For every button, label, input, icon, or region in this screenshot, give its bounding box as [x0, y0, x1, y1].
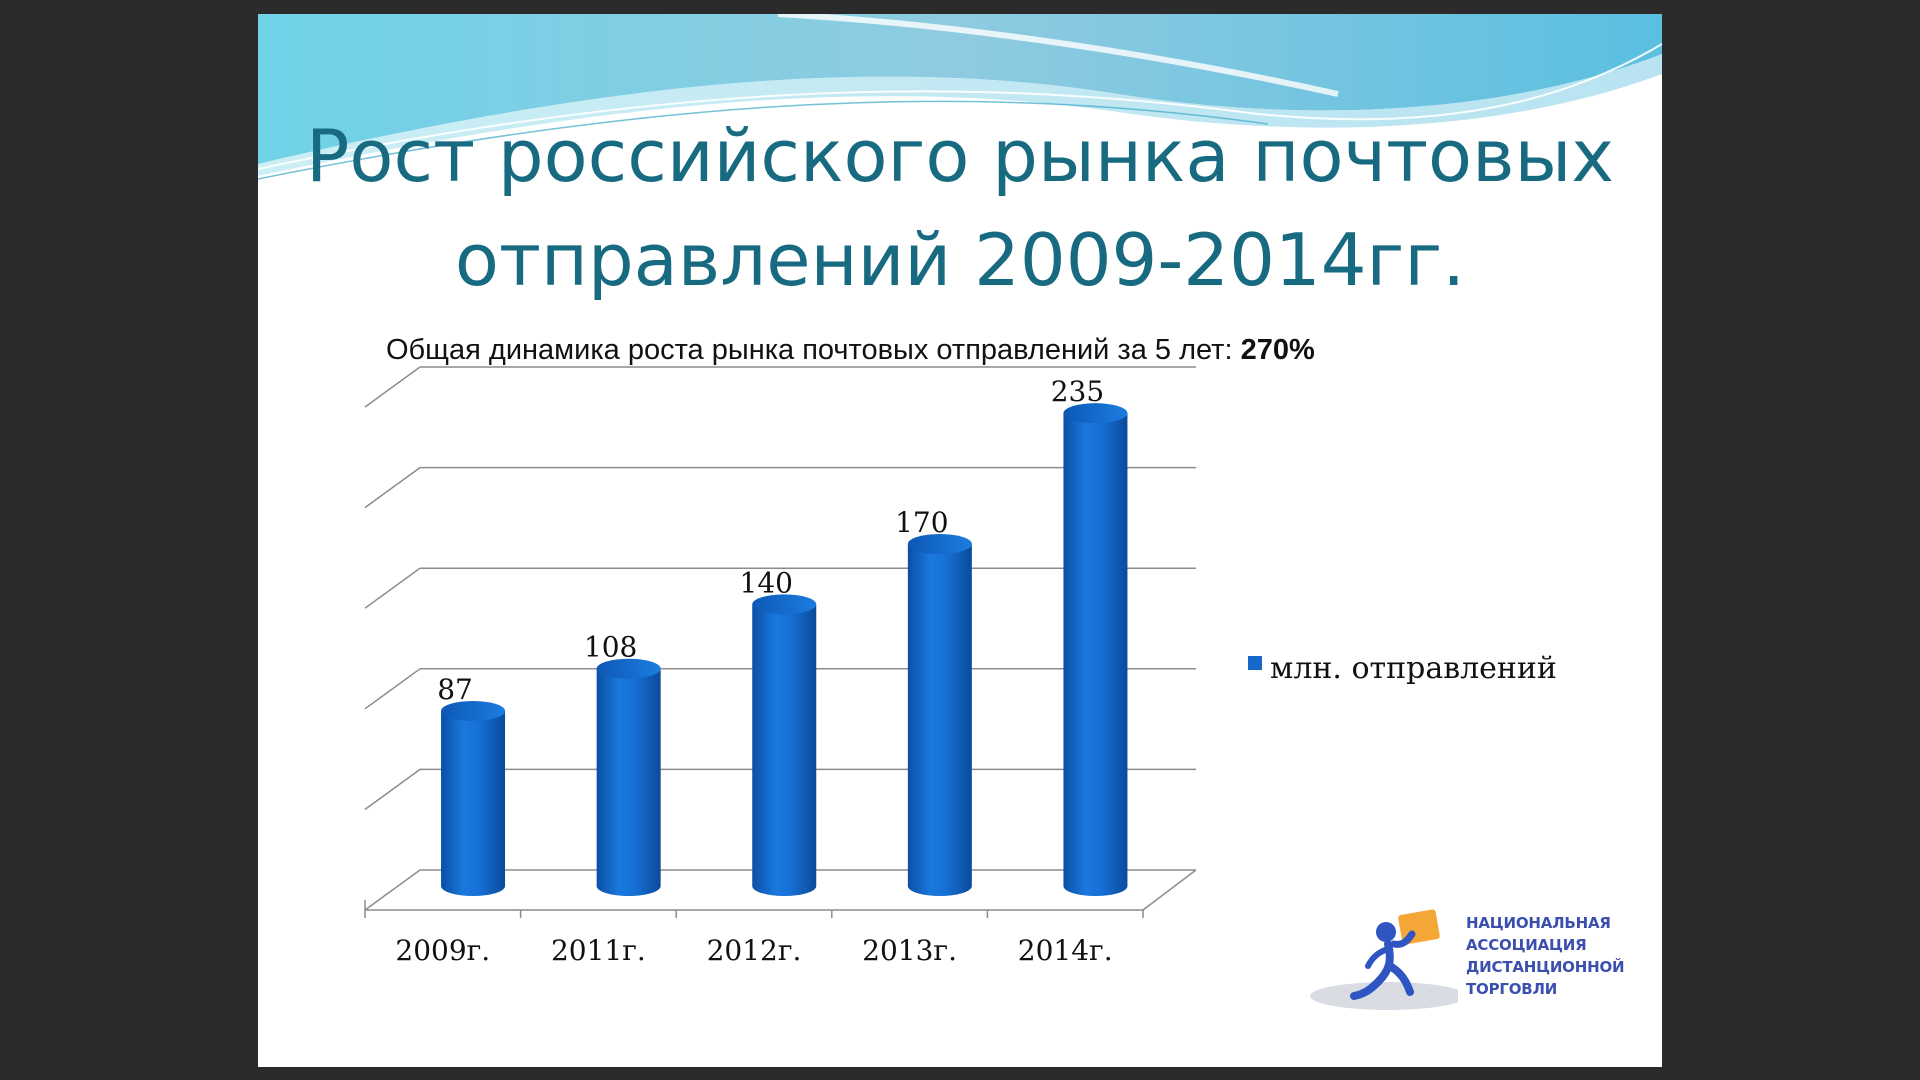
- chart-bars: [441, 403, 1128, 897]
- org-line-4: ТОРГОВЛИ: [1466, 980, 1558, 998]
- data-label: 170: [895, 506, 948, 539]
- bar-body: [596, 668, 661, 897]
- gridline-side: [364, 366, 421, 408]
- wave-decoration: [258, 14, 1662, 180]
- legend-label: млн. отправлений: [1270, 651, 1557, 686]
- legend-swatch: [1248, 655, 1262, 670]
- bar: [1063, 403, 1128, 897]
- bar-cap: [752, 594, 817, 615]
- subtitle-text: Общая динамика роста рынка почтовых отпр…: [386, 334, 1241, 366]
- gridline-side: [364, 668, 421, 710]
- slide: Рост российского рынка почтовых отправле…: [258, 14, 1662, 1067]
- data-label: 87: [437, 673, 473, 706]
- floor-edge: [1142, 869, 1197, 911]
- data-label: 108: [584, 631, 637, 664]
- category-label: 2012г.: [707, 934, 802, 967]
- gridline-side: [364, 466, 421, 509]
- gridline-side: [364, 869, 421, 911]
- org-line-1: НАЦИОНАЛЬНАЯ: [1466, 914, 1611, 932]
- title-line-2: отправлений 2009-2014гг.: [454, 218, 1466, 302]
- gridline-side: [364, 567, 421, 609]
- bar-cap: [907, 533, 972, 554]
- organization-name: НАЦИОНАЛЬНАЯ АССОЦИАЦИЯ ДИСТАНЦИОННОЙ ТО…: [1466, 912, 1625, 1000]
- bar: [907, 533, 972, 897]
- organization-logo: НАЦИОНАЛЬНАЯ АССОЦИАЦИЯ ДИСТАНЦИОННОЙ ТО…: [1308, 894, 1625, 1014]
- title-line-1: Рост российского рынка почтовых: [306, 114, 1614, 198]
- bar: [752, 594, 817, 897]
- subtitle-value: 270%: [1240, 334, 1315, 366]
- gridline-side: [364, 768, 421, 811]
- category-label: 2013г.: [862, 934, 957, 967]
- bar: [596, 658, 661, 897]
- data-label: 235: [1051, 375, 1104, 408]
- category-label: 2009г.: [395, 934, 490, 967]
- bar-body: [1063, 413, 1128, 897]
- bar-body: [907, 543, 972, 897]
- bar-cap: [1063, 403, 1128, 424]
- person-carrying-box-icon: [1310, 909, 1466, 1010]
- bar-chart: 87 2009г. 108 2011г. 140 2012г. 170 2013г. 235 20…: [364, 366, 1197, 967]
- category-label: 2014г.: [1018, 934, 1113, 967]
- org-line-3: ДИСТАНЦИОННОЙ: [1466, 958, 1625, 976]
- chart-legend: млн. отправлений: [1248, 651, 1557, 686]
- category-label: 2011г.: [551, 934, 646, 967]
- bar: [441, 700, 506, 897]
- chart-labels: 87 2009г. 108 2011г. 140 2012г. 170 2013г. 235 20…: [395, 375, 1112, 967]
- data-label: 140: [740, 566, 793, 599]
- bar-body: [441, 710, 506, 897]
- bar-body: [752, 604, 817, 897]
- bar-cap: [596, 658, 661, 679]
- subtitle: Общая динамика роста рынка почтовых отпр…: [386, 334, 1315, 367]
- bar-cap: [441, 700, 506, 721]
- chart-axes: [364, 869, 1197, 918]
- slide-title: Рост российского рынка почтовых отправле…: [258, 104, 1662, 312]
- org-line-2: АССОЦИАЦИЯ: [1466, 936, 1587, 954]
